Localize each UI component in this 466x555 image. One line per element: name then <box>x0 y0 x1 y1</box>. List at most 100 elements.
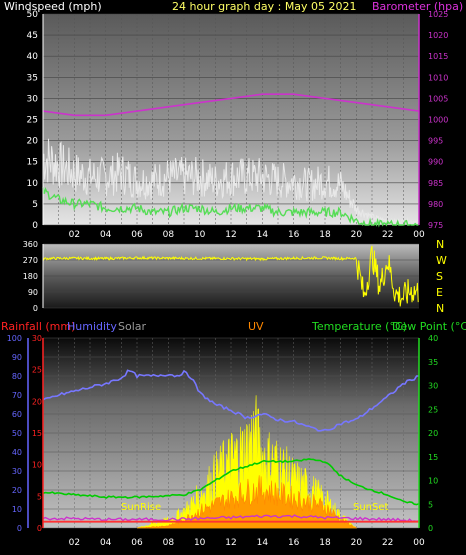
dewpoint-series-line <box>42 514 420 523</box>
sunrise-annotation: SunRise <box>121 502 161 513</box>
barometer-tick-label: 1005 <box>428 94 448 103</box>
humidity-tick-label: 90 <box>12 353 22 362</box>
rain-tick-label: 0 <box>37 524 42 533</box>
compass-label-e: E <box>436 286 443 299</box>
wind-tick-label: 5 <box>32 200 38 210</box>
barometer-tick-label: 985 <box>428 179 443 188</box>
temp-x-tick-label: 00 <box>413 538 425 548</box>
humidity-tick-label: 0 <box>17 524 22 533</box>
rain-tick-label: 30 <box>32 334 42 343</box>
barometer-tick-label: 975 <box>428 221 443 230</box>
wind-direction-series-line <box>42 245 419 307</box>
temp-x-tick-label: 22 <box>382 538 393 548</box>
compass-label-s: S <box>436 270 443 283</box>
barometer-tick-label: 1010 <box>428 73 448 82</box>
rain-tick-label: 20 <box>32 397 42 406</box>
rain-tick-label: 25 <box>32 366 42 375</box>
humidity-tick-label: 20 <box>12 486 22 495</box>
wind-tick-label: 35 <box>27 73 38 83</box>
temp-x-tick-label: 10 <box>194 538 206 548</box>
wind-tick-label: 0 <box>32 221 38 231</box>
wind-x-tick-label: 08 <box>163 230 175 240</box>
wind-tick-label: 25 <box>27 116 38 126</box>
uv-label: UV <box>248 320 264 333</box>
barometer-axis-title: Barometer (hpa) <box>372 0 463 13</box>
temperature-series-line <box>42 458 420 506</box>
humidity-tick-label: 60 <box>12 410 22 419</box>
temp-x-tick-label: 04 <box>100 538 112 548</box>
wind-x-tick-label: 02 <box>69 230 80 240</box>
sunset-annotation: SunSet <box>353 502 389 513</box>
wind-tick-label: 20 <box>27 137 39 147</box>
temperature-axis-title: Temperature (°C) <box>311 320 407 333</box>
solar-label: Solar <box>118 320 147 333</box>
uv-area <box>136 475 358 529</box>
temp-tick-label: 5 <box>428 500 433 509</box>
barometer-tick-label: 990 <box>428 158 443 167</box>
wind-tick-label: 50 <box>27 10 39 20</box>
barometer-tick-label: 995 <box>428 137 443 146</box>
temp-tick-label: 0 <box>428 524 433 533</box>
compass-label-n-top: N <box>436 238 444 251</box>
direction-tick-label: 270 <box>23 256 38 265</box>
wind-tick-label: 40 <box>27 52 39 62</box>
direction-tick-label: 360 <box>23 240 38 249</box>
wind-x-tick-label: 12 <box>225 230 236 240</box>
wind-x-tick-label: 10 <box>194 230 206 240</box>
humidity-tick-label: 100 <box>7 334 22 343</box>
humidity-series-line <box>42 369 419 432</box>
temp-x-tick-label: 02 <box>69 538 80 548</box>
dewpoint-label: Dew Point (°C) <box>392 320 466 333</box>
wind-x-tick-label: 04 <box>100 230 112 240</box>
temp-tick-label: 15 <box>428 453 438 462</box>
temp-x-tick-label: 12 <box>225 538 236 548</box>
wind-x-tick-label: 18 <box>319 230 331 240</box>
humidity-tick-label: 70 <box>12 391 22 400</box>
temp-x-tick-label: 18 <box>319 538 331 548</box>
wind-x-tick-label: 14 <box>257 230 269 240</box>
temp-tick-label: 30 <box>428 382 438 391</box>
wind-average-series-line <box>42 186 420 228</box>
chart-title: 24 hour graph day : May 05 2021 <box>172 0 357 13</box>
wind-tick-label: 45 <box>27 31 38 41</box>
barometer-tick-label: 1025 <box>428 10 448 19</box>
humidity-tick-label: 10 <box>12 505 22 514</box>
wind-x-tick-label: 22 <box>382 230 393 240</box>
direction-tick-label: 180 <box>23 272 38 281</box>
wind-x-tick-label: 06 <box>131 230 143 240</box>
temp-x-tick-label: 14 <box>257 538 269 548</box>
direction-tick-label: 90 <box>28 288 38 297</box>
temp-x-tick-label: 16 <box>288 538 300 548</box>
wind-x-tick-label: 00 <box>413 230 425 240</box>
temp-x-tick-label: 20 <box>351 538 363 548</box>
wind-x-tick-label: 20 <box>351 230 363 240</box>
rain-tick-label: 10 <box>32 461 42 470</box>
humidity-axis-title: Humidity <box>67 320 117 333</box>
wind-x-tick-label: 16 <box>288 230 300 240</box>
temp-tick-label: 20 <box>428 429 438 438</box>
barometer-tick-label: 1000 <box>428 116 448 125</box>
compass-label-w: W <box>436 254 447 267</box>
wind-tick-label: 10 <box>27 179 39 189</box>
rainfall-axis-title: Rainfall (mm) <box>1 320 75 333</box>
temp-tick-label: 40 <box>428 334 438 343</box>
barometer-tick-label: 980 <box>428 200 443 209</box>
temp-x-tick-label: 08 <box>163 538 175 548</box>
wind-tick-label: 15 <box>27 158 38 168</box>
wind-tick-label: 30 <box>27 94 39 104</box>
humidity-tick-label: 50 <box>12 429 22 438</box>
temp-x-tick-label: 06 <box>131 538 143 548</box>
compass-label-n-bottom: N <box>436 302 444 315</box>
humidity-tick-label: 30 <box>12 467 22 476</box>
humidity-tick-label: 80 <box>12 372 22 381</box>
windspeed-axis-title: Windspeed (mph) <box>4 0 102 13</box>
temp-tick-label: 25 <box>428 405 438 414</box>
axes-ticks: 0510152025303540455097598098599099510001… <box>7 10 449 548</box>
barometer-tick-label: 1020 <box>428 31 448 40</box>
plot-series <box>42 93 420 529</box>
temp-tick-label: 35 <box>428 358 438 367</box>
windspeed-series-line <box>42 138 419 224</box>
temp-tick-label: 10 <box>428 477 438 486</box>
rain-tick-label: 15 <box>32 429 42 438</box>
